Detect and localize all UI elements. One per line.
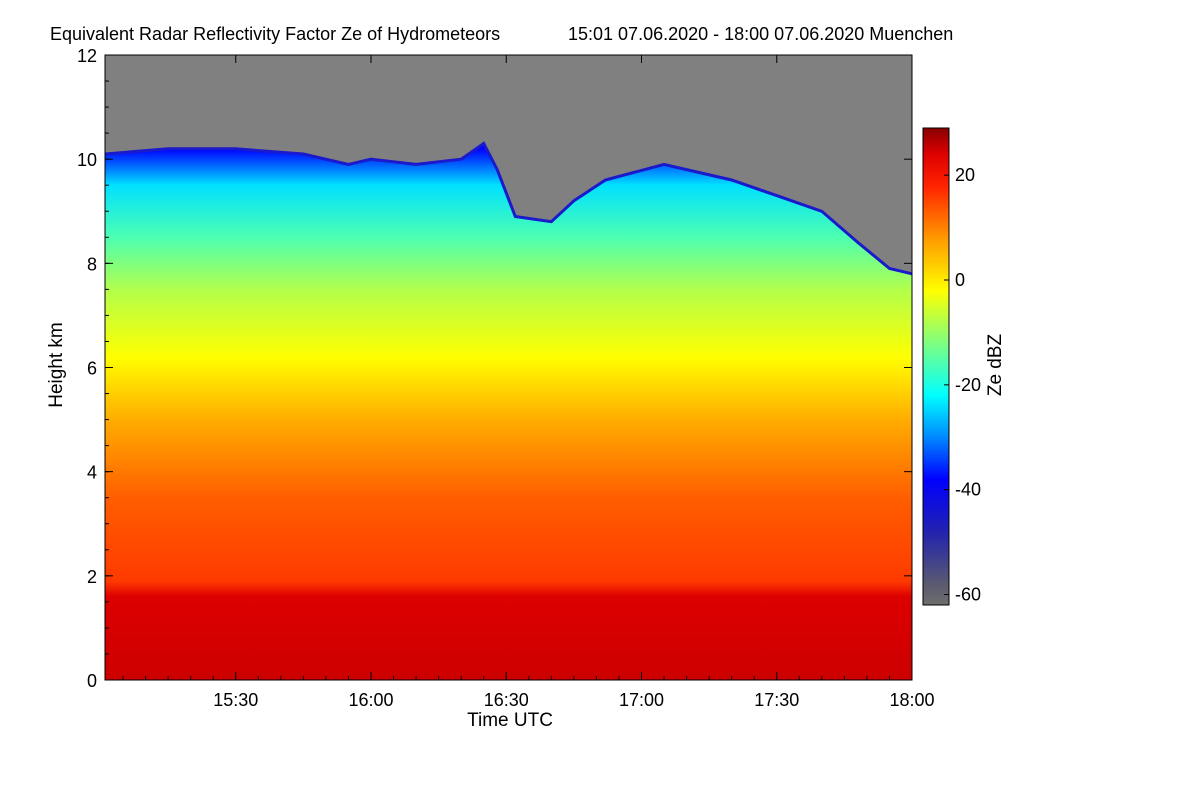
chart-title: Equivalent Radar Reflectivity Factor Ze … [50, 24, 500, 44]
x-tick-label: 16:30 [484, 690, 529, 710]
colorbar-title: Ze dBZ [985, 333, 1006, 396]
colorbar-ticks: 20 0 -20 -40 -60 [944, 165, 981, 605]
colorbar: 20 0 -20 -40 -60 Ze dBZ [922, 127, 1006, 606]
x-tick-label: 17:30 [754, 690, 799, 710]
reflectivity-field [105, 143, 912, 680]
y-axis: 0 2 4 6 8 10 12 [77, 46, 912, 691]
y-tick-label: 2 [87, 567, 97, 587]
cloud-top-edge [104, 141, 913, 276]
x-tick-label: 16:00 [348, 690, 393, 710]
chart-subtitle: 15:01 07.06.2020 - 18:00 07.06.2020 Muen… [568, 24, 953, 44]
colorbar-tick-label: 20 [955, 165, 975, 185]
x-tick-label: 18:00 [889, 690, 934, 710]
colorbar-scale [922, 127, 950, 606]
y-tick-label: 12 [77, 46, 97, 66]
y-tick-label: 8 [87, 254, 97, 274]
y-tick-label: 0 [87, 671, 97, 691]
y-tick-label: 4 [87, 463, 97, 483]
plot-area [104, 54, 913, 681]
x-axis: 15:30 16:00 16:30 17:00 17:30 18:00 [122, 55, 935, 710]
colorbar-tick-label: -40 [955, 480, 981, 500]
y-tick-label: 6 [87, 359, 97, 379]
x-axis-title: Time UTC [467, 710, 553, 731]
colorbar-tick-label: 0 [955, 270, 965, 290]
colorbar-tick-label: -20 [955, 375, 981, 395]
y-tick-label: 10 [77, 150, 97, 170]
colorbar-tick-label: -60 [955, 585, 981, 605]
y-axis-title: Height km [46, 322, 67, 408]
x-tick-label: 17:00 [619, 690, 664, 710]
x-tick-label: 15:30 [213, 690, 258, 710]
